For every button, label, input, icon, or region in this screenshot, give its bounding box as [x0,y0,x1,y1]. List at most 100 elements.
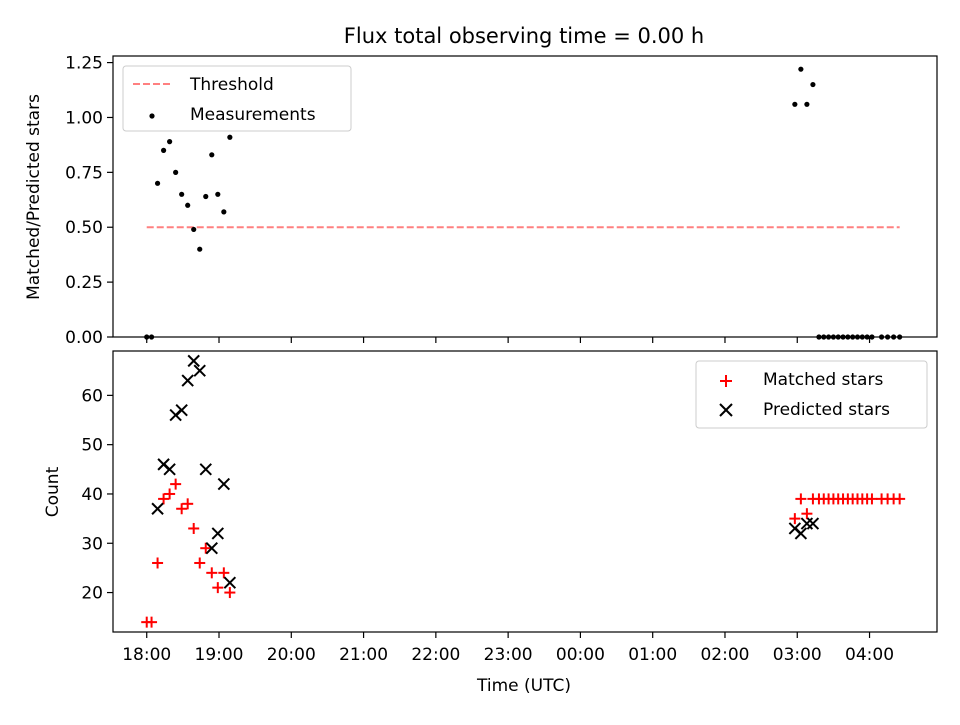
measurement-point [160,147,167,153]
predicted-point-b [223,576,237,589]
predicted-point [223,576,237,589]
matched-point [206,567,218,579]
y-tick-label: 1.00 [65,108,103,128]
matched-point [188,522,200,534]
predicted-point-b [181,374,194,387]
top-legend: Threshold Measurements [122,65,352,132]
measurement-point [191,226,197,233]
measurement-point [792,101,798,107]
bottom-x-ticks: 18:00 19:00 20:00 21:00 22:00 23:00 00:00 01:00… [122,632,894,665]
predicted-point-b [205,541,218,555]
x-tick-label: 03:00 [773,645,822,665]
measurement-point [209,152,215,158]
predicted-point [193,364,206,377]
matched-point [158,493,170,505]
top-axes: 0.00 0.25 0.50 0.75 1.00 1.25 Matched/Predict… [24,54,938,348]
measurement-point [221,209,227,215]
predicted-point [794,527,808,540]
y-tick-label: 30 [81,534,103,554]
top-y-ticks: 0.00 0.25 0.50 0.75 1.00 1.25 [65,54,113,348]
measurement-point [203,193,209,200]
predicted-point-b [163,463,176,476]
x-tick-label: 04:00 [845,645,894,665]
top-plot-area [144,66,903,340]
y-tick-label: 40 [81,485,103,505]
matched-point [146,616,158,628]
y-tick-label: 20 [81,584,103,604]
predicted-point-b [794,527,808,540]
matched-point [182,498,194,510]
predicted-point-b [211,527,225,540]
measurement-point [197,246,203,252]
x-tick-label: 01:00 [628,645,677,665]
top-legend-box [122,65,352,132]
y-tick-label: 0.75 [65,163,103,183]
measurement-point [179,191,185,197]
legend-threshold-label: Threshold [189,75,274,95]
matched-point [801,508,813,520]
predicted-point [163,463,176,476]
measurement-point [798,66,804,72]
legend-measurements-label: Measurements [190,105,316,125]
matched-point [789,513,801,525]
bottom-y-ticks: 20 30 40 50 60 [81,386,113,604]
legend-matched-swatch [720,375,732,387]
measurement-point [804,101,810,107]
predicted-point [175,403,188,417]
x-axis-label: Time (UTC) [476,676,571,696]
matched-point [170,478,182,490]
predicted-point [211,527,225,540]
predicted-point-b [175,403,188,417]
predicted-point [181,374,194,387]
predicted-point-b [199,463,212,476]
y-tick-label: 60 [81,386,103,406]
matched-point [218,567,230,579]
measurement-point [173,169,179,175]
bottom-legend-box [695,360,928,429]
y-tick-label: 0.00 [65,328,103,348]
predicted-point [199,463,212,476]
matched-point [866,493,878,505]
legend-matched-label: Matched stars [763,370,883,390]
predicted-point-b [217,477,231,491]
predicted-point-b [806,517,820,530]
x-tick-label: 02:00 [700,645,749,665]
matched-point [795,493,807,505]
measurement-point [185,202,191,208]
predicted-point-b [151,502,164,515]
y-tick-label: 50 [81,436,103,456]
bottom-axes: 20 30 40 50 60 18:00 19:00 20:00 21:00 22:00 23:0… [43,350,938,696]
matched-point [164,488,176,500]
x-tick-label: 21:00 [339,645,388,665]
predicted-point-b [187,354,200,368]
bottom-legend: Matched stars Predicted stars [695,360,928,429]
x-tick-label: 00:00 [556,645,605,665]
predicted-point-b [193,364,206,377]
legend-measurements-swatch [149,113,155,119]
matched-point [200,542,212,554]
predicted-point [187,354,200,368]
predicted-point [205,541,218,555]
bottom-y-axis-label: Count [43,466,63,517]
predicted-point [806,517,820,530]
y-tick-label: 0.50 [65,218,103,238]
bottom-plot-area [141,354,906,628]
measurement-point [167,139,173,145]
legend-predicted-label: Predicted stars [763,400,890,420]
matched-point [194,557,206,569]
x-tick-label: 23:00 [484,645,533,665]
y-tick-label: 1.25 [65,54,103,74]
matched-point [894,493,906,505]
chart-title: Flux total observing time = 0.00 h [344,24,704,48]
predicted-point [151,502,164,515]
predicted-point [800,517,814,530]
y-tick-label: 0.25 [65,273,103,293]
measurement-point [215,191,221,197]
top-axes-frame [112,55,938,338]
bottom-axes-frame [112,350,938,633]
measurement-point [227,134,233,140]
top-y-axis-label: Matched/Predicted stars [24,94,44,300]
matched-point [212,582,224,594]
measurement-point [810,81,816,88]
